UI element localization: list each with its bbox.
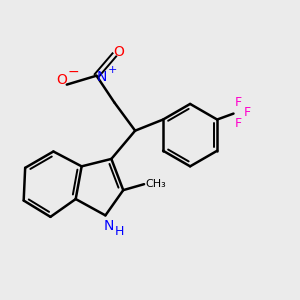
Text: F: F [243, 106, 250, 118]
Text: +: + [108, 65, 118, 75]
Text: O: O [56, 73, 67, 87]
Text: −: − [68, 65, 79, 79]
Text: F: F [234, 96, 242, 109]
Text: N: N [97, 70, 107, 84]
Text: F: F [234, 117, 242, 130]
Text: N: N [103, 219, 114, 233]
Text: H: H [115, 225, 124, 238]
Text: O: O [113, 45, 124, 59]
Text: CH₃: CH₃ [145, 179, 166, 189]
